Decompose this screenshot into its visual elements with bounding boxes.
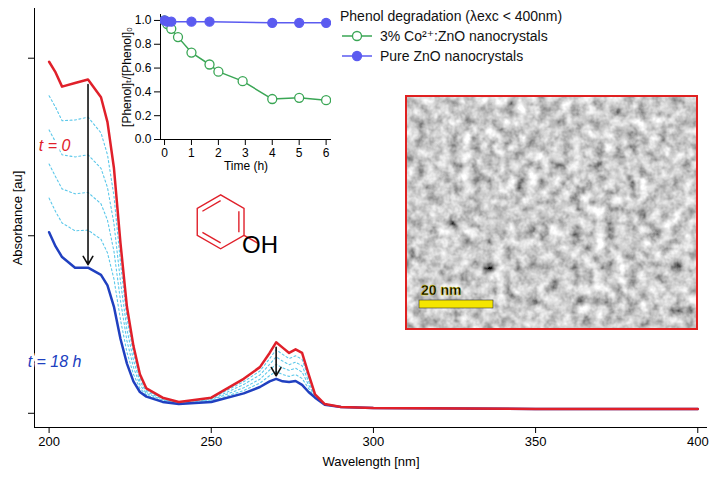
svg-text:0.2: 0.2 xyxy=(135,109,152,123)
svg-text:0.6: 0.6 xyxy=(135,61,152,75)
svg-text:350: 350 xyxy=(525,434,547,449)
svg-text:Absorbance [au]: Absorbance [au] xyxy=(10,171,25,266)
svg-text:200: 200 xyxy=(38,434,60,449)
svg-text:0: 0 xyxy=(161,146,168,160)
svg-text:0.8: 0.8 xyxy=(135,37,152,51)
svg-text:[Phenol]ₜ/[Phenol]₀: [Phenol]ₜ/[Phenol]₀ xyxy=(120,27,134,127)
svg-text:0.4: 0.4 xyxy=(135,85,152,99)
svg-text:0.0: 0.0 xyxy=(135,132,152,146)
svg-text:400: 400 xyxy=(687,434,709,449)
svg-text:20 nm: 20 nm xyxy=(421,282,461,298)
svg-text:4: 4 xyxy=(269,146,276,160)
html-text:3% Co²⁺:ZnO nanocrystals: 3% Co²⁺:ZnO nanocrystals xyxy=(380,28,548,44)
svg-text:t = 0: t = 0 xyxy=(39,137,71,154)
svg-text:6: 6 xyxy=(323,146,330,160)
html-text:Phenol degradation (λexc < 400: Phenol degradation (λexc < 400nm) xyxy=(340,8,563,24)
svg-text:Time (h): Time (h) xyxy=(224,159,268,173)
svg-text:1.0: 1.0 xyxy=(135,13,152,27)
svg-text:250: 250 xyxy=(200,434,222,449)
svg-text:1: 1 xyxy=(188,146,195,160)
html-text:Pure ZnO nanocrystals: Pure ZnO nanocrystals xyxy=(380,48,524,64)
svg-text:3: 3 xyxy=(242,146,249,160)
svg-text:5: 5 xyxy=(296,146,303,160)
svg-text:Wavelength [nm]: Wavelength [nm] xyxy=(322,454,419,469)
svg-text:OH: OH xyxy=(242,231,278,258)
svg-text:300: 300 xyxy=(363,434,385,449)
svg-text:2: 2 xyxy=(215,146,222,160)
svg-text:t = 18 h: t = 18 h xyxy=(28,353,82,370)
